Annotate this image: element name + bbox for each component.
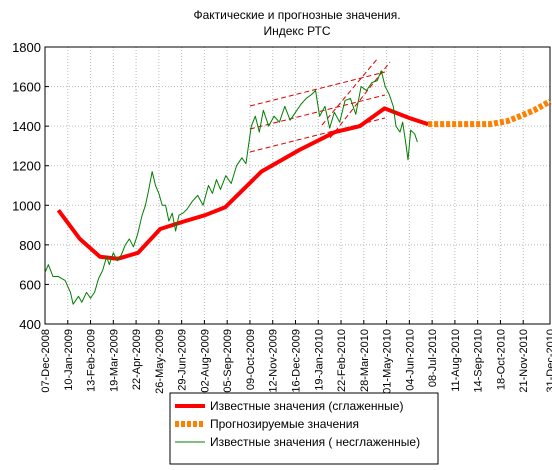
x-tick-label: 16-Dec-2009 [290,329,302,393]
x-tick-label: 22-Feb-2010 [336,329,348,392]
legend-label: Известные значения (сглаженные) [210,399,403,413]
y-tick-label: 1400 [12,119,41,134]
x-tick-label: 08-Jul-2010 [427,329,439,387]
series-line [428,98,552,128]
legend-box [169,392,439,465]
channel-line [321,57,379,126]
x-tick-label: 11-Aug-2010 [450,329,462,392]
y-tick-label: 400 [19,317,41,332]
legend-label: Известные значения ( несглаженные) [210,435,420,449]
y-tick-label: 1600 [12,80,41,95]
legend-label: Прогнозируемые значения [210,417,359,431]
chart-title: Фактические и прогнозные значения. [193,8,400,22]
y-tick-label: 1800 [12,40,41,55]
x-tick-label: 04-Jun-2010 [404,329,416,391]
x-tick-label: 19-Mar-2009 [108,329,120,392]
series-line [56,106,429,261]
x-tick-label: 07-Dec-2008 [40,329,52,393]
channel-line [249,94,386,130]
x-tick-label: 14-Sep-2010 [473,329,485,393]
y-tick-label: 600 [19,277,41,292]
x-tick-label: 28-Mar-2010 [359,329,371,392]
x-tick-label: 26-May-2009 [154,329,166,394]
x-tick-label: 12-Nov-2009 [268,329,280,393]
x-tick-label: 01-May-2010 [382,329,394,394]
series-line [44,70,418,305]
channel-line [249,71,386,107]
x-tick-label: 21-Nov-2010 [518,329,530,393]
x-tick-label: 10-Jan-2009 [63,329,75,391]
chart-subtitle: Индекс РТС [263,24,330,38]
x-tick-label: 02-Aug-2009 [199,329,211,393]
plot-frame [44,46,551,325]
x-tick-label: 18-Oct-2010 [495,329,507,390]
x-tick-label: 19-Jan-2010 [313,329,325,391]
x-tick-label: 22-Apr-2009 [131,329,143,390]
y-tick-label: 800 [19,238,41,253]
x-tick-label: 09-Oct-2009 [245,329,257,390]
x-tick-label: 13-Feb-2009 [86,329,98,392]
y-tick-label: 1200 [12,159,41,174]
x-tick-label: 31-Dec-2010 [545,329,552,393]
y-tick-label: 1000 [12,198,41,213]
grid [44,46,551,325]
x-tick-label: 29-Jun-2009 [177,329,189,391]
x-tick-label: 05-Sep-2009 [222,329,234,393]
